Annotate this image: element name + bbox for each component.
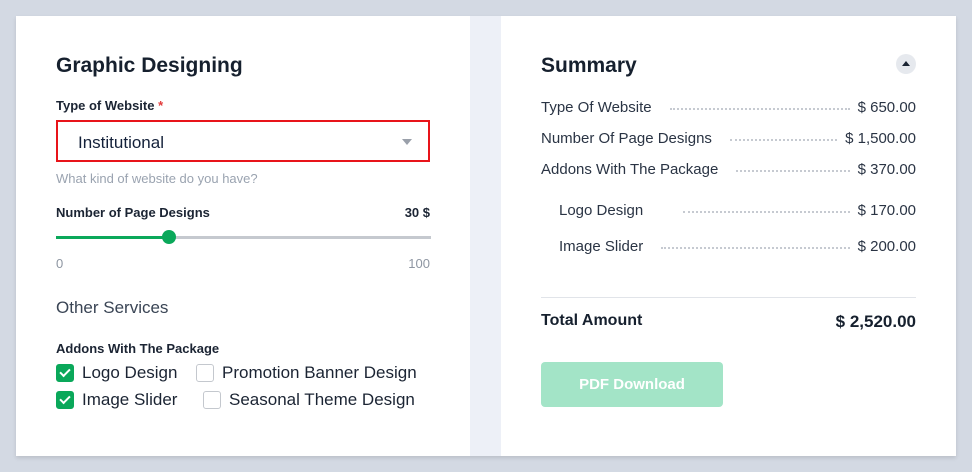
checkbox-label: Seasonal Theme Design bbox=[229, 390, 415, 409]
row-label: Addons With The Package bbox=[541, 161, 719, 178]
slider-min: 0 bbox=[56, 256, 64, 271]
calculator-container: Graphic Designing Type of Website * Inst… bbox=[16, 16, 956, 456]
row-value: $ 200.00 bbox=[857, 238, 916, 255]
select-value: Institutional bbox=[78, 133, 164, 152]
dot-leader bbox=[683, 211, 850, 213]
dot-leader bbox=[736, 170, 850, 172]
checkbox[interactable] bbox=[56, 391, 74, 409]
type-of-website-hint: What kind of website do you have? bbox=[56, 171, 258, 186]
summary-row: Type Of Website $ 650.00 bbox=[541, 99, 916, 116]
row-label: Image Slider bbox=[559, 238, 644, 255]
summary-row: Number Of Page Designs $ 1,500.00 bbox=[541, 130, 916, 147]
addon-seasonal-theme-design[interactable]: Seasonal Theme Design bbox=[203, 390, 415, 410]
row-value: $ 1,500.00 bbox=[845, 130, 916, 147]
label-text: Type of Website bbox=[56, 98, 155, 113]
page-designs-label: Number of Page Designs bbox=[56, 205, 210, 220]
summary-title: Summary bbox=[541, 54, 637, 77]
row-label: Number Of Page Designs bbox=[541, 130, 712, 147]
total-value: $ 2,520.00 bbox=[835, 312, 916, 331]
checkbox-label: Promotion Banner Design bbox=[222, 363, 417, 382]
summary-subrow: Logo Design $ 170.00 bbox=[559, 202, 916, 219]
divider bbox=[541, 297, 916, 298]
addon-logo-design[interactable]: Logo Design bbox=[56, 363, 177, 383]
type-of-website-select[interactable]: Institutional bbox=[56, 120, 430, 162]
type-of-website-label: Type of Website * bbox=[56, 98, 163, 113]
summary-panel: Summary Type Of Website $ 650.00 Number O… bbox=[501, 16, 956, 456]
required-mark: * bbox=[158, 98, 164, 113]
addons-label: Addons With The Package bbox=[56, 341, 220, 356]
addon-image-slider[interactable]: Image Slider bbox=[56, 390, 177, 410]
total-row: Total Amount $ 2,520.00 bbox=[541, 312, 916, 332]
total-label: Total Amount bbox=[541, 312, 643, 329]
form-panel: Graphic Designing Type of Website * Inst… bbox=[16, 16, 470, 456]
dot-leader bbox=[729, 139, 838, 141]
slider-fill bbox=[56, 236, 169, 239]
checkbox[interactable] bbox=[203, 391, 221, 409]
row-value: $ 650.00 bbox=[857, 99, 916, 116]
summary-row: Addons With The Package $ 370.00 bbox=[541, 161, 916, 178]
dot-leader bbox=[661, 247, 850, 249]
addon-promotion-banner-design[interactable]: Promotion Banner Design bbox=[196, 363, 417, 383]
collapse-toggle-icon[interactable] bbox=[896, 54, 916, 74]
checkbox[interactable] bbox=[196, 364, 214, 382]
slider-max: 100 bbox=[408, 256, 430, 271]
pdf-download-button[interactable]: PDF Download bbox=[541, 362, 723, 407]
checkbox-label: Image Slider bbox=[82, 390, 178, 409]
row-label: Logo Design bbox=[559, 202, 644, 219]
row-value: $ 170.00 bbox=[857, 202, 916, 219]
checkbox[interactable] bbox=[56, 364, 74, 382]
slider-thumb[interactable] bbox=[161, 230, 176, 244]
page-designs-slider[interactable] bbox=[56, 230, 431, 244]
row-value: $ 370.00 bbox=[857, 161, 916, 178]
summary-subrow: Image Slider $ 200.00 bbox=[559, 238, 916, 255]
chevron-down-icon bbox=[402, 139, 412, 145]
checkbox-label: Logo Design bbox=[82, 363, 178, 382]
other-services-heading: Other Services bbox=[56, 298, 169, 317]
form-title: Graphic Designing bbox=[56, 54, 243, 77]
page-designs-value: 30 $ bbox=[404, 205, 430, 220]
row-label: Type Of Website bbox=[541, 99, 652, 116]
dot-leader bbox=[669, 108, 850, 110]
